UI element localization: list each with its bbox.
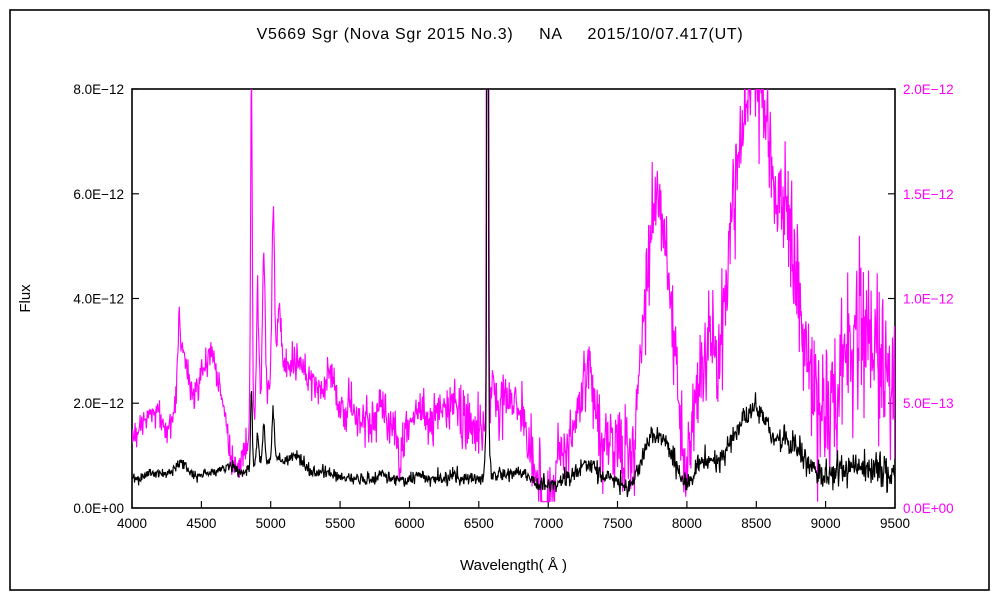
svg-text:8.0E−12: 8.0E−12 xyxy=(73,82,124,97)
svg-text:7000: 7000 xyxy=(533,516,563,531)
svg-text:5000: 5000 xyxy=(256,516,286,531)
svg-text:4000: 4000 xyxy=(117,516,147,531)
svg-text:0.0E+00: 0.0E+00 xyxy=(73,501,124,516)
svg-text:6000: 6000 xyxy=(394,516,424,531)
svg-text:9000: 9000 xyxy=(811,516,841,531)
svg-text:7500: 7500 xyxy=(602,516,632,531)
svg-text:6500: 6500 xyxy=(464,516,494,531)
svg-text:8500: 8500 xyxy=(741,516,771,531)
svg-text:1.5E−12: 1.5E−12 xyxy=(903,187,954,202)
svg-text:2.0E−12: 2.0E−12 xyxy=(903,82,954,97)
svg-text:9500: 9500 xyxy=(880,516,910,531)
svg-text:0.0E+00: 0.0E+00 xyxy=(903,501,954,516)
svg-text:Wavelength( Å ): Wavelength( Å ) xyxy=(460,557,567,574)
svg-text:6.0E−12: 6.0E−12 xyxy=(73,187,124,202)
svg-text:4500: 4500 xyxy=(186,516,216,531)
svg-text:5500: 5500 xyxy=(325,516,355,531)
svg-text:2.0E−12: 2.0E−12 xyxy=(73,396,124,411)
svg-text:4.0E−12: 4.0E−12 xyxy=(73,292,124,307)
svg-text:Flux: Flux xyxy=(17,284,34,313)
svg-text:5.0E−13: 5.0E−13 xyxy=(903,396,954,411)
svg-text:1.0E−12: 1.0E−12 xyxy=(903,292,954,307)
svg-text:8000: 8000 xyxy=(672,516,702,531)
svg-text:V5669 Sgr (Nova Sgr 2015 No.3): V5669 Sgr (Nova Sgr 2015 No.3) NA 2015/1… xyxy=(257,26,744,43)
